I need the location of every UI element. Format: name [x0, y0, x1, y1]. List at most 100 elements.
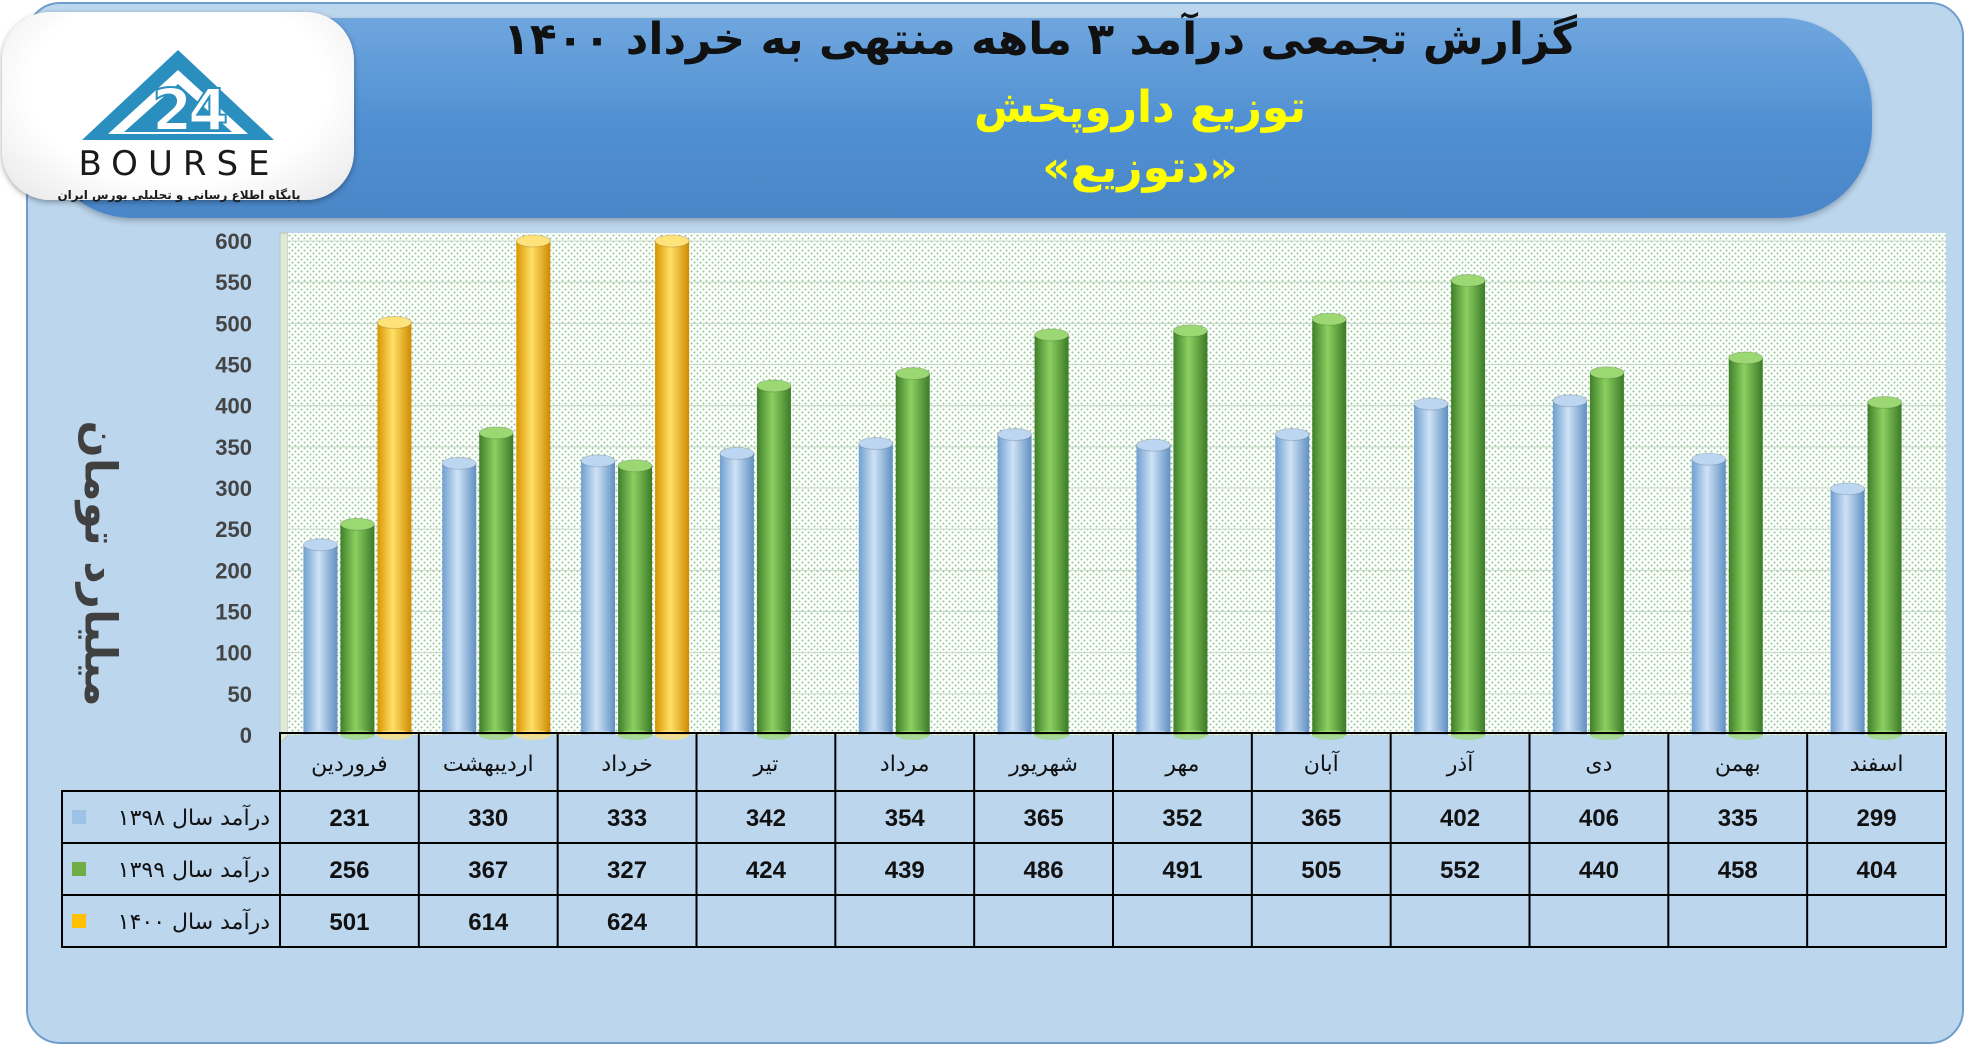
bar-cap-0 — [441, 456, 477, 470]
bar-0 — [1136, 445, 1171, 735]
bar-cap-2 — [654, 234, 690, 248]
series-label: درآمد سال ۱۳۹۹ — [118, 856, 270, 883]
bar-cap-0 — [1552, 394, 1588, 408]
data-label: 424 — [746, 857, 787, 884]
svg-text:4: 4 — [188, 76, 228, 144]
bar-cap-1 — [1450, 274, 1486, 288]
y-tick-label: 300 — [215, 476, 252, 501]
bar-cap-0 — [580, 454, 616, 468]
y-tick-label: 600 — [215, 229, 252, 254]
bar-base-1 — [618, 730, 653, 740]
bar-0 — [997, 434, 1032, 735]
legend-key-1 — [72, 862, 86, 876]
bar-cap-0 — [858, 437, 894, 451]
logo-wordmark: BOURSE — [78, 144, 280, 184]
bar-base-0 — [997, 730, 1032, 740]
data-label: 439 — [885, 857, 925, 884]
bar-base-1 — [340, 730, 375, 740]
data-label: 486 — [1024, 857, 1064, 884]
bar-cap-2 — [376, 316, 412, 330]
bar-cap-0 — [719, 446, 755, 460]
bar-base-0 — [858, 730, 893, 740]
data-label: 342 — [746, 805, 786, 832]
plot-area — [279, 232, 1946, 745]
svg-text:2: 2 — [152, 76, 192, 144]
bar-cap-2 — [515, 234, 551, 248]
category-label: تیر — [752, 752, 778, 777]
bar-0 — [1830, 488, 1865, 735]
bar-1 — [1312, 319, 1347, 735]
bar-base-1 — [895, 730, 930, 740]
bar-2 — [516, 241, 551, 735]
data-label: 505 — [1301, 857, 1341, 884]
bar-0 — [581, 460, 616, 735]
data-label: 367 — [468, 857, 508, 884]
bar-base-0 — [581, 730, 616, 740]
y-tick-label: 550 — [215, 270, 252, 295]
bar-cap-0 — [1691, 452, 1727, 466]
bar-base-1 — [1867, 730, 1902, 740]
bar-0 — [1414, 404, 1449, 735]
y-tick-label: 400 — [215, 394, 252, 419]
data-label: 256 — [329, 857, 369, 884]
series-label: درآمد سال ۱۳۹۸ — [118, 804, 270, 831]
category-label: آذر — [1446, 750, 1474, 777]
bars — [302, 234, 1903, 740]
bar-base-1 — [1728, 730, 1763, 740]
category-label: فروردین — [311, 752, 388, 777]
bar-cap-0 — [1830, 482, 1866, 496]
y-tick-label: 350 — [215, 435, 252, 460]
data-label: 352 — [1162, 805, 1202, 832]
bar-2 — [377, 322, 412, 735]
logo-tagline: پایگاه اطلاع رسانی و تحلیلی بورس ایران — [57, 188, 301, 202]
y-tick-label: 250 — [215, 517, 252, 542]
bar-base-2 — [655, 730, 690, 740]
y-axis-label: میلیارد تومان — [74, 420, 126, 707]
bar-base-2 — [377, 730, 412, 740]
bar-1 — [340, 524, 375, 735]
y-tick-label: 150 — [215, 600, 252, 625]
data-label: 327 — [607, 857, 647, 884]
data-label: 402 — [1440, 805, 1480, 832]
bar-base-0 — [1552, 730, 1587, 740]
bar-cap-1 — [1867, 395, 1903, 409]
y-axis-ticks: 0 50 100 150 200 250 300 350 400 450 500 550 600 — [215, 229, 252, 748]
bar-base-2 — [516, 730, 551, 740]
category-label: دی — [1585, 752, 1612, 777]
data-label: 299 — [1857, 805, 1897, 832]
y-tick-label: 450 — [215, 353, 252, 378]
category-label: آبان — [1304, 750, 1340, 777]
bar-1 — [1173, 330, 1208, 735]
series-label: درآمد سال ۱۴۰۰ — [118, 908, 270, 935]
bar-1 — [895, 373, 930, 735]
y-tick-label: 100 — [215, 641, 252, 666]
bar-base-1 — [479, 730, 514, 740]
bar-0 — [1691, 459, 1726, 735]
bar-cap-1 — [1311, 312, 1347, 326]
category-label: مهر — [1164, 752, 1199, 777]
bar-cap-0 — [1135, 438, 1171, 452]
data-label: 406 — [1579, 805, 1619, 832]
bar-base-0 — [1414, 730, 1449, 740]
bar-cap-1 — [478, 426, 514, 440]
category-label: خرداد — [601, 752, 652, 777]
bar-base-1 — [1451, 730, 1486, 740]
data-label: 404 — [1857, 857, 1898, 884]
bar-base-0 — [1691, 730, 1726, 740]
bar-0 — [719, 453, 754, 735]
bar-cap-1 — [1172, 324, 1208, 338]
bar-1 — [756, 385, 791, 735]
bar-base-0 — [442, 730, 477, 740]
bar-cap-0 — [1274, 427, 1310, 441]
bar-1 — [1728, 357, 1763, 735]
y-tick-label: 200 — [215, 558, 252, 583]
data-label: 354 — [885, 805, 926, 832]
bar-cap-1 — [895, 367, 931, 381]
report-title: گزارش تجمعی درآمد ۳ ماهه منتهی به خرداد … — [503, 14, 1577, 65]
bar-cap-0 — [997, 427, 1033, 441]
gridlines — [288, 240, 1946, 736]
data-label: 458 — [1718, 857, 1758, 884]
data-label: 335 — [1718, 805, 1758, 832]
y-tick-label: 500 — [215, 311, 252, 336]
data-label: 491 — [1162, 857, 1202, 884]
